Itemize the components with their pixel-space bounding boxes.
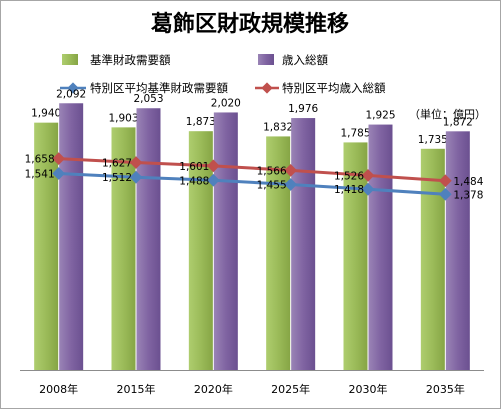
- marker-avg-revenue-1: [129, 156, 143, 169]
- data-label-revenue-3: 1,976: [288, 103, 318, 115]
- legend-label-avg-revenue: 特別区平均歳入総額: [282, 81, 386, 95]
- x-tick-label-0: 2008年: [39, 382, 78, 396]
- plot-area: 1,940 2,092 1,903 2,053 1,873 2,020 1,832 1,976…: [20, 88, 484, 396]
- marker-avg-revenue-4: [361, 169, 375, 182]
- data-label-base-demand-5: 1,735: [418, 134, 448, 146]
- legend: 基準財政需要額 歳入総額 特別区平均基準財政需要額 特別区平均歳入総額: [60, 53, 386, 95]
- bar-base-demand-1: [111, 127, 136, 371]
- x-tick-label-1: 2015年: [117, 382, 156, 396]
- x-tick-label-5: 2035年: [426, 382, 465, 396]
- marker-avg-revenue-0: [52, 152, 66, 165]
- data-label-avg-base-demand-2: 1,488: [179, 175, 209, 187]
- data-label-base-demand-1: 1,903: [108, 112, 138, 124]
- marker-avg-base-demand-2: [206, 173, 220, 187]
- data-label-avg-base-demand-1: 1,512: [102, 172, 132, 184]
- data-label-base-demand-3: 1,832: [263, 121, 293, 133]
- data-label-avg-base-demand-5: 1,378: [453, 189, 483, 201]
- legend-swatch-base-demand: [62, 54, 78, 65]
- legend-label-avg-base-demand: 特別区平均基準財政需要額: [90, 81, 228, 95]
- data-label-avg-revenue-5: 1,484: [453, 176, 483, 188]
- data-label-base-demand-4: 1,785: [340, 127, 370, 139]
- x-tick-label-2: 2020年: [194, 382, 233, 396]
- chart-title: 葛飾区財政規模推移: [150, 11, 349, 37]
- bar-base-demand-3: [266, 136, 291, 370]
- bar-base-demand-4: [343, 142, 368, 370]
- data-label-avg-base-demand-4: 1,418: [334, 184, 364, 196]
- data-label-revenue-4: 1,925: [365, 110, 395, 122]
- data-label-base-demand-0: 1,940: [31, 108, 61, 120]
- bar-revenue-1: [136, 108, 161, 371]
- data-label-avg-revenue-2: 1,601: [179, 161, 209, 173]
- data-label-avg-revenue-4: 1,526: [334, 170, 364, 182]
- marker-avg-base-demand-5: [438, 187, 452, 201]
- x-tick-label-3: 2025年: [271, 382, 310, 396]
- data-label-avg-base-demand-0: 1,541: [25, 169, 55, 181]
- marker-avg-base-demand-1: [129, 170, 143, 184]
- data-label-avg-revenue-3: 1,566: [257, 165, 287, 177]
- bar-base-demand-0: [34, 122, 59, 371]
- bar-revenue-2: [213, 112, 238, 370]
- data-label-base-demand-2: 1,873: [186, 116, 216, 128]
- legend-swatch-revenue: [258, 54, 274, 65]
- data-label-revenue-5: 1,872: [443, 116, 473, 128]
- line-avg-revenue: [58, 157, 446, 183]
- line-avg-base-demand: [58, 172, 446, 196]
- data-label-revenue-1: 2,053: [133, 93, 163, 105]
- marker-avg-base-demand-0: [52, 167, 66, 180]
- legend-label-base-demand: 基準財政需要額: [90, 53, 171, 67]
- data-label-avg-base-demand-3: 1,455: [257, 179, 287, 191]
- bar-base-demand-2: [188, 131, 213, 370]
- bar-base-demand-5: [420, 148, 445, 370]
- data-label-avg-revenue-0: 1,658: [25, 154, 55, 166]
- x-tick-label-4: 2030年: [349, 382, 388, 396]
- marker-avg-revenue-3: [284, 163, 298, 177]
- data-label-avg-revenue-1: 1,627: [102, 158, 132, 170]
- marker-avg-revenue-5: [438, 174, 452, 188]
- bar-revenue-4: [368, 124, 393, 370]
- unit-label: （単位：億円）: [409, 107, 486, 121]
- legend-label-revenue: 歳入総額: [282, 53, 328, 67]
- bar-revenue-3: [291, 118, 316, 370]
- bar-revenue-5: [445, 131, 470, 370]
- marker-avg-revenue-2: [206, 159, 220, 173]
- data-label-revenue-0: 2,092: [56, 88, 86, 100]
- marker-avg-base-demand-4: [361, 182, 375, 196]
- marker-avg-base-demand-3: [284, 178, 298, 191]
- bar-revenue-0: [59, 103, 84, 371]
- data-label-revenue-2: 2,020: [211, 97, 241, 109]
